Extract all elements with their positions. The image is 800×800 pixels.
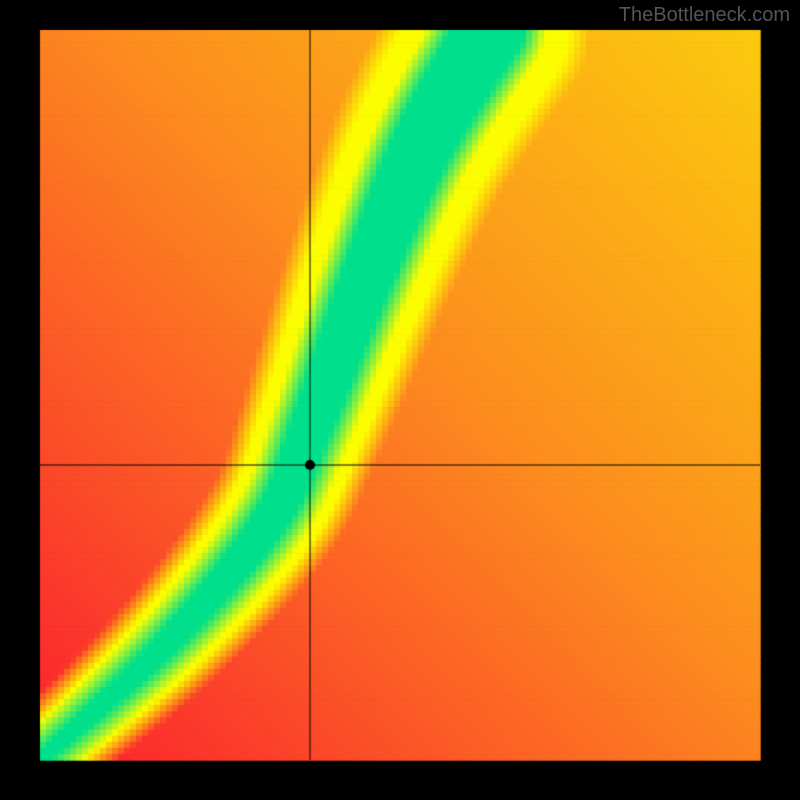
bottleneck-heatmap-canvas [0, 0, 800, 800]
chart-container: TheBottleneck.com [0, 0, 800, 800]
